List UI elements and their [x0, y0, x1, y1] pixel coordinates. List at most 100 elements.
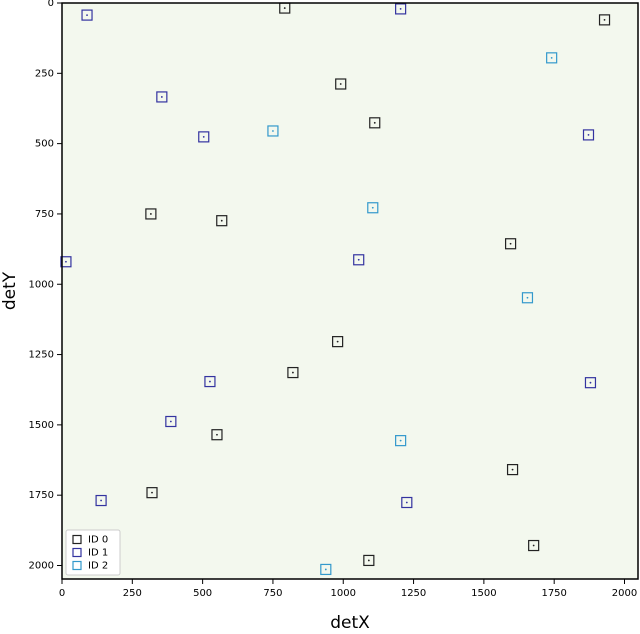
y-tick-label: 250: [35, 68, 54, 79]
point: [506, 463, 519, 476]
point-dot: [339, 83, 342, 85]
y-tick-label: 1250: [29, 350, 54, 361]
point-square: [332, 336, 344, 348]
point-dot: [511, 468, 514, 471]
point: [521, 292, 534, 304]
point-dot: [65, 260, 67, 263]
point-square: [528, 539, 540, 552]
point-dot: [587, 134, 590, 136]
x-tick-label: 1750: [541, 588, 566, 599]
point-dot: [373, 121, 376, 124]
point-square: [95, 494, 107, 507]
y-tick-label: 1750: [29, 490, 54, 501]
point-square: [401, 496, 413, 509]
point: [145, 208, 157, 220]
point-square: [504, 238, 517, 250]
point-square: [367, 202, 379, 214]
point: [211, 429, 223, 441]
point-square: [267, 125, 279, 137]
point-square: [582, 129, 595, 141]
point-square: [335, 78, 347, 90]
point-dot: [550, 56, 553, 59]
point-dot: [272, 130, 274, 132]
point: [582, 129, 595, 141]
point-dot: [405, 501, 408, 504]
x-tick-label: 2000: [612, 588, 637, 599]
legend-label: ID 2: [88, 561, 108, 572]
point-dot: [367, 559, 370, 562]
point-square: [369, 117, 381, 129]
point-square: [156, 91, 168, 103]
point: [598, 14, 611, 26]
legend-marker: [72, 560, 82, 571]
point-square: [395, 3, 407, 15]
point: [156, 91, 168, 103]
point-dot: [220, 219, 223, 222]
point: [287, 366, 299, 379]
point-dot: [202, 135, 205, 138]
point: [546, 52, 558, 64]
point: [267, 125, 279, 137]
x-axis-title: detX: [330, 613, 370, 630]
point-dot: [86, 14, 88, 16]
point: [395, 435, 407, 447]
point-dot: [336, 340, 339, 343]
point-dot: [371, 206, 374, 209]
x-tick-label: 0: [59, 588, 65, 599]
point: [401, 496, 413, 509]
y-tick-label: 2000: [29, 561, 54, 572]
point-square: [146, 487, 158, 499]
point-square: [60, 256, 72, 268]
point-dot: [160, 96, 163, 98]
x-tick-label: 1000: [331, 588, 356, 599]
point: [369, 117, 381, 129]
point: [146, 487, 158, 499]
point-square: [216, 215, 228, 227]
point-dot: [357, 258, 360, 261]
point-dot: [209, 380, 211, 383]
point-dot: [283, 7, 286, 9]
point: [60, 256, 72, 268]
point: [81, 9, 93, 21]
legend-marker: [72, 547, 82, 558]
point-square: [320, 563, 332, 576]
point: [504, 238, 517, 250]
point-square: [546, 52, 558, 64]
point-dot: [399, 439, 402, 442]
point-square: [598, 14, 611, 26]
point: [198, 131, 210, 143]
y-axis-title: detY: [0, 271, 20, 310]
point-square: [506, 463, 519, 476]
point-square: [145, 208, 157, 220]
plot-frame: [61, 2, 639, 580]
y-tick-label: 0: [48, 0, 54, 9]
point: [528, 539, 540, 552]
point-dot: [100, 499, 102, 502]
point-square: [363, 554, 375, 567]
point: [367, 202, 379, 214]
point-dot: [526, 296, 529, 299]
y-tick-label: 1500: [29, 420, 54, 431]
legend-marker: [72, 534, 82, 545]
point: [165, 415, 177, 428]
x-tick-label: 1250: [401, 588, 426, 599]
point-square: [198, 131, 210, 143]
y-tick-label: 1000: [29, 279, 54, 290]
point-dot: [151, 491, 153, 494]
point-square: [521, 292, 534, 304]
point-square: [204, 375, 216, 388]
point-dot: [324, 568, 327, 571]
point-square: [81, 9, 93, 21]
legend-box: [65, 529, 121, 576]
point-square: [395, 435, 407, 447]
point-dot: [532, 544, 535, 547]
point-dot: [216, 433, 218, 436]
point: [363, 554, 375, 567]
point: [204, 375, 216, 388]
point-square: [287, 366, 299, 379]
legend-label: ID 0: [88, 535, 108, 546]
x-tick-label: 1500: [471, 588, 496, 599]
x-tick-label: 500: [193, 588, 212, 599]
